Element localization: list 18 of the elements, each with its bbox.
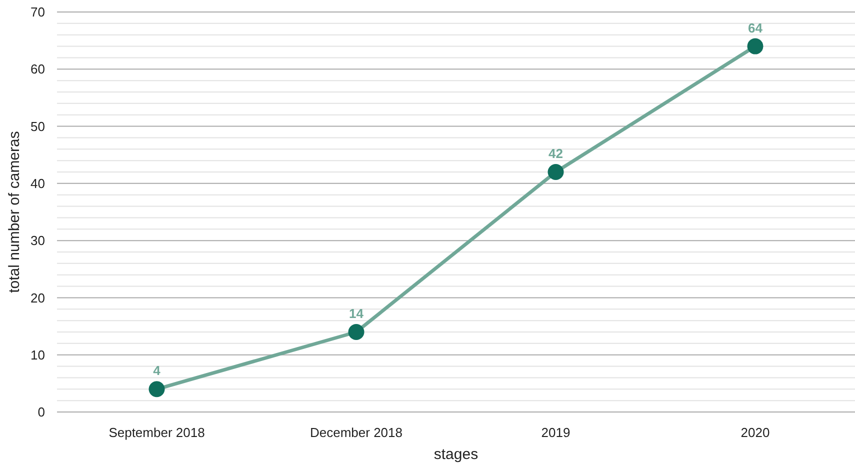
x-tick-label: 2019: [541, 425, 570, 440]
y-tick-label: 60: [30, 62, 45, 77]
y-axis-title: total number of cameras: [6, 131, 23, 293]
y-tick-label: 70: [30, 4, 45, 20]
data-label: 64: [748, 20, 764, 36]
x-tick-label: 2020: [740, 425, 770, 440]
data-label: 42: [548, 146, 563, 161]
y-tick-label: 30: [30, 233, 45, 248]
data-label: 14: [349, 306, 364, 321]
y-tick-label: 10: [30, 347, 45, 362]
x-tick-label: December 2018: [310, 425, 402, 440]
x-tick-label: September 2018: [108, 425, 205, 440]
x-axis-title: stages: [434, 446, 478, 463]
data-label: 4: [153, 363, 162, 378]
y-tick-label: 20: [30, 290, 45, 306]
y-tick-label: 0: [38, 404, 45, 420]
y-tick-label: 50: [30, 118, 45, 134]
y-tick-label: 40: [30, 176, 45, 191]
